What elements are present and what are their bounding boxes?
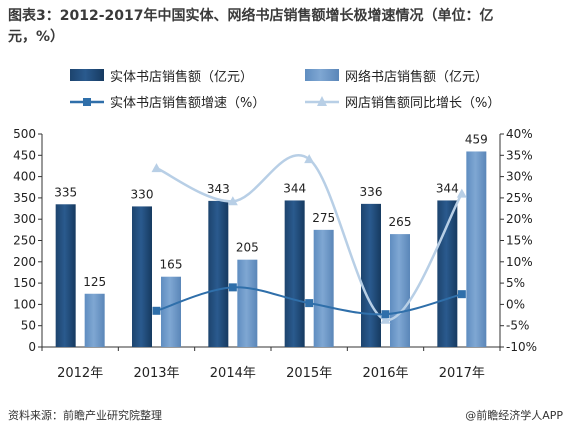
chart-title: 图表3：2012-2017年中国实体、网络书店销售额增长极增速情况（单位：亿 元… xyxy=(8,6,568,48)
y-right-tick-label: -10% xyxy=(506,340,537,354)
x-tick-label: 2015年 xyxy=(286,366,332,381)
x-tick-label: 2016年 xyxy=(362,366,408,381)
y-left-tick-label: 300 xyxy=(13,212,36,226)
bar-online-store xyxy=(237,259,258,347)
y-right-tick-label: 25% xyxy=(506,191,533,205)
bar-physical-store xyxy=(284,200,305,347)
bar-online-store-label: 275 xyxy=(312,211,335,225)
marker-physical-growth xyxy=(152,306,161,315)
marker-physical-growth xyxy=(228,283,237,292)
marker-online-growth xyxy=(151,163,162,173)
y-left-tick-label: 100 xyxy=(13,297,36,311)
bar-physical-store-label: 344 xyxy=(436,181,459,195)
bar-online-store xyxy=(313,229,334,347)
marker-physical-growth xyxy=(305,299,314,308)
legend-physical-growth-marker xyxy=(83,98,91,106)
y-left-tick-label: 0 xyxy=(28,340,36,354)
legend-physical-sales-swatch xyxy=(70,69,104,81)
bar-physical-store xyxy=(361,203,381,347)
marker-physical-growth xyxy=(381,310,390,319)
y-left-tick-label: 150 xyxy=(13,276,36,290)
y-left-tick-label: 200 xyxy=(13,255,36,269)
bar-physical-store-label: 343 xyxy=(207,182,230,196)
bar-physical-store-label: 336 xyxy=(360,185,383,199)
marker-physical-growth xyxy=(457,290,466,299)
y-right-tick-label: 30% xyxy=(506,170,533,184)
legend-online-sales-swatch xyxy=(305,69,339,81)
bar-physical-store-label: 335 xyxy=(54,185,77,199)
y-right-tick-label: 20% xyxy=(506,212,533,226)
source-note: 资料来源：前瞻产业研究院整理 xyxy=(8,409,162,422)
y-left-tick-label: 500 xyxy=(13,127,36,141)
y-left-tick-label: 350 xyxy=(13,191,36,205)
bar-online-store xyxy=(84,293,105,347)
marker-online-growth xyxy=(456,188,467,198)
legend-online-growth-marker xyxy=(317,96,327,106)
chart-title-line1: 图表3：2012-2017年中国实体、网络书店销售额增长极增速情况（单位：亿 xyxy=(8,8,494,24)
y-right-tick-label: -5% xyxy=(506,319,529,333)
bar-physical-store-label: 330 xyxy=(131,187,154,201)
legend-online-growth-label: 网店销售额同比增长（%） xyxy=(345,95,500,111)
bar-physical-store xyxy=(208,200,229,347)
bar-online-store xyxy=(466,151,487,347)
legend-online-sales-label: 网络书店销售额（亿元） xyxy=(345,69,488,85)
bar-online-store-label: 205 xyxy=(236,241,259,255)
bar-physical-store xyxy=(132,206,152,347)
marker-online-growth xyxy=(380,314,391,324)
marker-online-growth xyxy=(304,154,315,164)
chart-title-line2: 元，%） xyxy=(8,29,65,45)
brand-mark: @前瞻经济学人APP xyxy=(465,409,563,422)
x-tick-label: 2017年 xyxy=(439,366,485,381)
x-tick-label: 2013年 xyxy=(133,366,179,381)
y-right-tick-label: 5% xyxy=(506,276,525,290)
bar-online-store-label: 265 xyxy=(389,215,412,229)
x-tick-label: 2012年 xyxy=(57,366,103,381)
bar-online-store xyxy=(161,276,181,347)
bar-online-store-label: 165 xyxy=(160,258,183,272)
bar-physical-store xyxy=(55,204,76,347)
x-tick-label: 2014年 xyxy=(210,366,256,381)
y-right-tick-label: 15% xyxy=(506,234,533,248)
y-left-tick-label: 250 xyxy=(13,234,36,248)
y-right-tick-label: 0% xyxy=(506,297,525,311)
bar-online-store-label: 125 xyxy=(83,275,106,289)
marker-online-growth xyxy=(227,196,238,206)
line-online-growth xyxy=(155,154,463,321)
bar-online-store xyxy=(390,234,410,347)
legend-physical-sales-label: 实体书店销售额（亿元） xyxy=(110,69,253,85)
y-right-tick-label: 10% xyxy=(506,255,533,269)
legend-physical-growth-label: 实体书店销售额增速（%） xyxy=(110,95,265,111)
y-left-tick-label: 400 xyxy=(13,170,36,184)
y-right-tick-label: 40% xyxy=(506,127,533,141)
y-left-tick-label: 450 xyxy=(13,148,36,162)
y-left-tick-label: 50 xyxy=(21,319,36,333)
bar-physical-store-label: 344 xyxy=(283,181,306,195)
bar-online-store-label: 459 xyxy=(465,132,488,146)
y-right-tick-label: 35% xyxy=(506,148,533,162)
